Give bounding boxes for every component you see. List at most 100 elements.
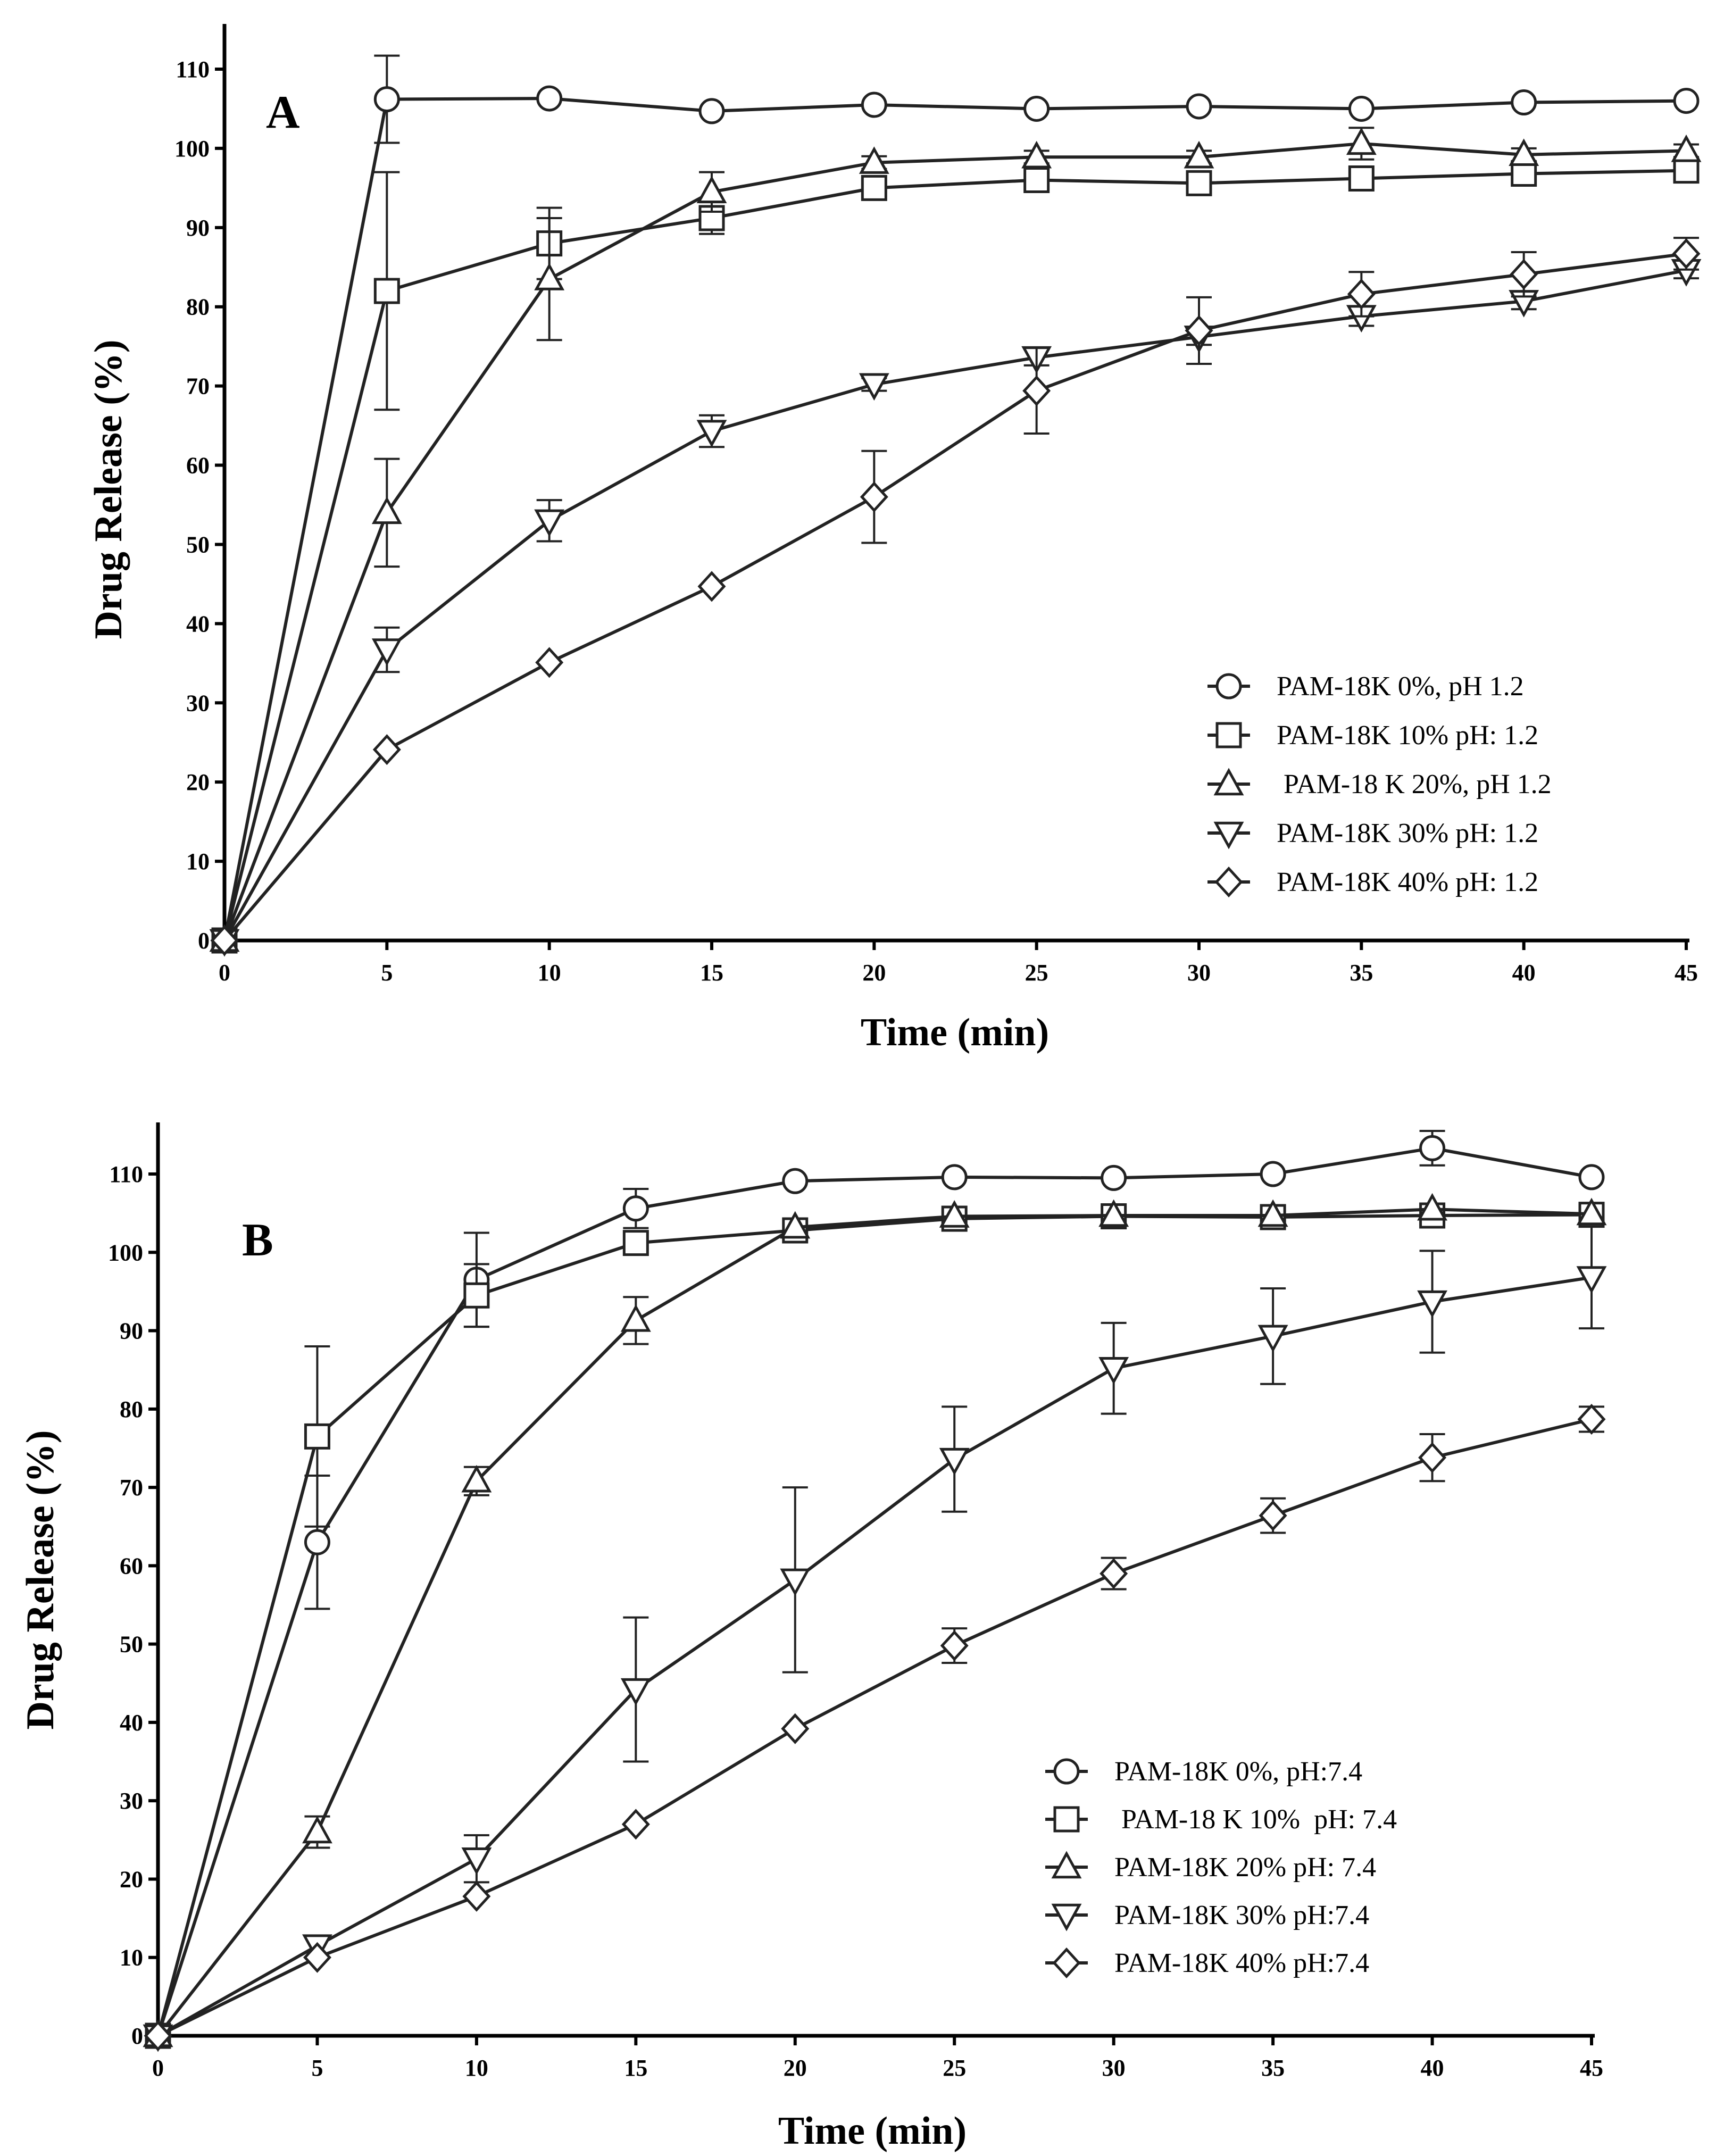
legend-marker-diamond (1214, 866, 1243, 898)
legend-label: PAM-18K 40% pH: 1.2 (1277, 867, 1538, 897)
legend-marker-diamond (1052, 1947, 1081, 1979)
y-tick-label: 90 (120, 1318, 143, 1344)
data-point-diamond (860, 481, 888, 513)
data-point-square (373, 278, 400, 304)
legend-label: PAM-18K 10% pH: 1.2 (1277, 720, 1538, 751)
data-point-diamond (1347, 278, 1376, 310)
data-point-triangle-up (620, 1304, 651, 1332)
series-line (223, 269, 1687, 942)
data-point-triangle-up (1021, 140, 1052, 169)
data-point-triangle-up (1257, 1199, 1288, 1227)
data-point-square (463, 1282, 490, 1309)
legend-label: PAM-18 K 20%, pH 1.2 (1277, 769, 1552, 800)
legend-marker-triangle-up (1213, 768, 1244, 796)
legend-label: PAM-18K 30% pH: 1.2 (1277, 818, 1538, 848)
data-point-diamond (1022, 375, 1051, 406)
legend-label: PAM-18K 40% pH:7.4 (1114, 1948, 1369, 1978)
data-point-triangle-down (939, 1447, 970, 1476)
data-point-circle (1511, 89, 1537, 116)
y-tick-label: 20 (186, 769, 210, 795)
data-point-triangle-down (1257, 1325, 1288, 1353)
data-point-circle (304, 1529, 330, 1555)
data-point-diamond (1100, 1558, 1128, 1589)
x-tick-label: 15 (700, 960, 723, 986)
chart-panel-b: B Drug Release (%) Time (min) 0 10 20 30 40 5… (19, 1122, 1607, 2153)
legend-item: PAM-18K 0%, pH:7.4 (1045, 1757, 1362, 1787)
data-point-triangle-down (1098, 1357, 1129, 1385)
series-line (156, 1213, 1592, 2036)
legend-item: PAM-18K 30% pH:7.4 (1045, 1900, 1369, 1932)
x-tick-label: 10 (538, 960, 561, 986)
data-point-diamond (462, 1880, 491, 1912)
x-tick-label: 20 (784, 2055, 807, 2081)
y-tick-label: 80 (120, 1396, 143, 1422)
x-tick-label: 0 (152, 2055, 164, 2081)
legend-marker-triangle-up (1051, 1851, 1082, 1879)
data-point-triangle-up (1576, 1197, 1607, 1226)
data-point-circle (622, 1195, 649, 1222)
legend-marker-circle (1215, 673, 1242, 700)
legend-item: PAM-18 K 10% pH: 7.4 (1045, 1804, 1397, 1835)
y-tick-label: 50 (120, 1631, 143, 1658)
x-tick-label: 30 (1102, 2055, 1126, 2081)
data-point-diamond (372, 734, 401, 765)
data-point-square (622, 1230, 649, 1256)
y-tick-label: 100 (174, 136, 210, 162)
x-tick-label: 35 (1350, 960, 1373, 986)
y-tick-label: 110 (176, 56, 210, 82)
data-point-triangle-down (1417, 1290, 1447, 1318)
series-line (156, 1208, 1592, 2037)
x-tick-label: 45 (1580, 2055, 1603, 2081)
data-point-triangle-down (371, 638, 402, 666)
data-point-circle (782, 1168, 809, 1194)
y-axis-title: Drug Release (%) (87, 339, 130, 639)
data-point-circle (536, 85, 563, 112)
y-tick-label: 60 (186, 453, 210, 479)
y-tick-label: 0 (131, 2023, 143, 2049)
y-tick-label: 20 (120, 1866, 143, 1892)
x-tick-label: 45 (1675, 960, 1698, 986)
data-point-diamond (144, 2020, 172, 2052)
y-tick-label: 70 (120, 1475, 143, 1501)
y-tick-label: 10 (120, 1945, 143, 1971)
legend-item: PAM-18K 0%, pH 1.2 (1207, 671, 1524, 702)
y-tick-label: 40 (186, 611, 210, 637)
y-tick-label: 70 (186, 373, 210, 399)
y-tick-label: 90 (186, 215, 210, 241)
series-circle (145, 1130, 1605, 2049)
x-tick-label: 25 (943, 2055, 966, 2081)
x-tick-label: 40 (1512, 960, 1536, 986)
data-point-diamond (1418, 1442, 1447, 1474)
data-point-triangle-up (859, 146, 889, 174)
legend-item: PAM-18K 40% pH: 1.2 (1207, 866, 1538, 898)
data-point-triangle-down (696, 420, 727, 448)
series-line (156, 1146, 1592, 2036)
data-point-triangle-down (461, 1847, 492, 1875)
data-point-triangle-down (620, 1678, 651, 1706)
data-point-circle (861, 91, 887, 118)
series-line (157, 1418, 1592, 2037)
data-point-diamond (940, 1630, 969, 1661)
data-point-square (1023, 167, 1050, 193)
series-triangle-up (143, 1193, 1607, 2047)
data-point-diamond (1672, 238, 1701, 269)
data-point-diamond (535, 647, 564, 678)
data-point-circle (1101, 1164, 1127, 1191)
x-tick-label: 5 (311, 2055, 323, 2081)
legend-item: PAM-18K 30% pH: 1.2 (1207, 818, 1538, 850)
data-point-circle (1673, 88, 1700, 114)
legend-label: PAM-18K 30% pH:7.4 (1114, 1900, 1369, 1930)
y-tick-label: 30 (186, 690, 210, 716)
x-tick-label: 30 (1187, 960, 1211, 986)
data-point-diamond (210, 925, 239, 956)
data-point-diamond (697, 571, 726, 602)
chart-panel-a: A Drug Release (%) Time (min) 0 10 20 30 40 5… (87, 24, 1702, 1054)
panel-label: A (266, 87, 300, 138)
series-line (223, 141, 1687, 942)
legend-item: PAM-18K 40% pH:7.4 (1045, 1947, 1369, 1979)
legend-marker-triangle-down (1051, 1903, 1082, 1932)
data-point-triangle-up (780, 1211, 811, 1239)
x-tick-label: 5 (381, 960, 393, 986)
data-point-triangle-up (696, 176, 727, 204)
